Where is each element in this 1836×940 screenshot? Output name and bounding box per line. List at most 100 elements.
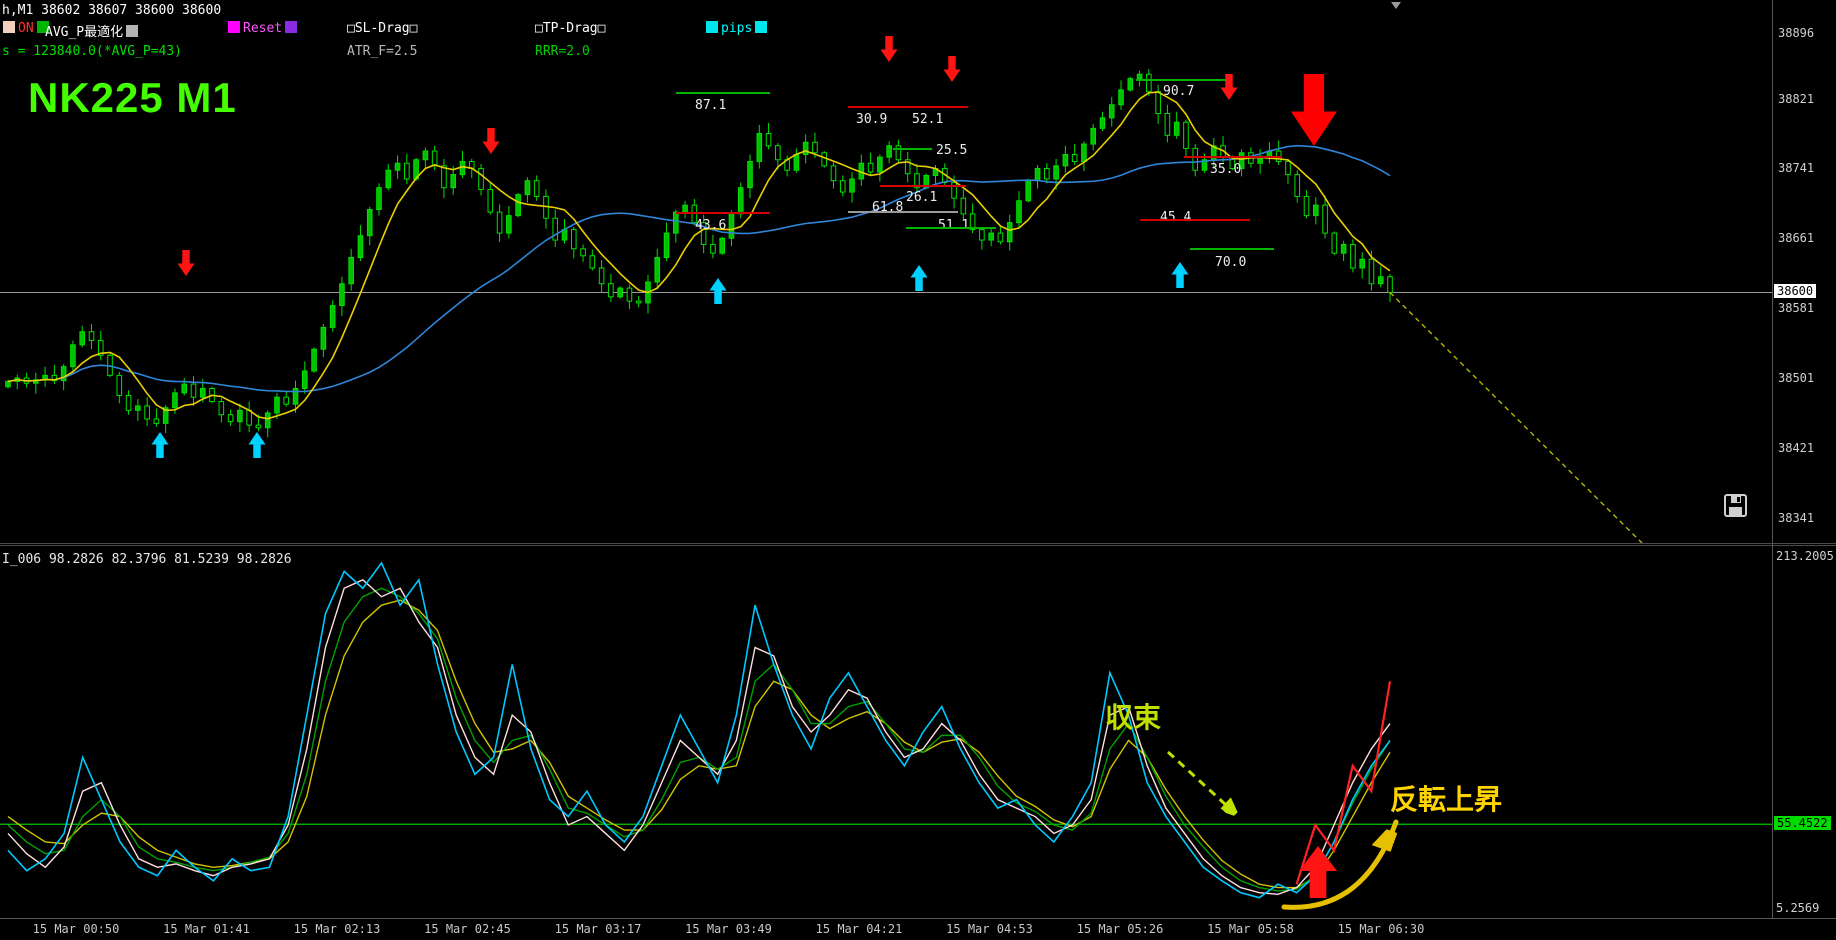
fib-label: 52.1 [912, 112, 943, 127]
price-axis-label: 38581 [1778, 301, 1814, 315]
toolbar-item-label: □SL-Drag□ [347, 21, 417, 36]
fib-level-line [1136, 79, 1226, 81]
osc-red-line [1297, 681, 1390, 884]
toolbar-item-label: ON [18, 21, 34, 36]
sell-signal-arrow [1221, 74, 1238, 100]
time-axis-label: 15 Mar 04:21 [816, 922, 903, 936]
panel-divider[interactable] [0, 543, 1836, 546]
buy-signal-arrow [152, 432, 169, 458]
time-axis-label: 15 Mar 03:49 [685, 922, 772, 936]
rrr-readout: RRR=2.0 [535, 44, 590, 59]
trading-terminal: h,M1 38602 38607 38600 38600 s = 123840.… [0, 0, 1836, 940]
toolbar-item-pips[interactable]: pips [703, 21, 770, 36]
fib-level-line [848, 106, 968, 108]
pips-readout: s = 123840.0(*AVG_P=43) [2, 44, 182, 59]
time-axis-label: 15 Mar 05:58 [1207, 922, 1294, 936]
toolbar-swatch [285, 21, 297, 33]
projection-line [1390, 292, 1642, 543]
time-marker-triangle [1391, 2, 1401, 9]
toolbar-swatch [126, 25, 138, 37]
candlestick-series [6, 69, 1393, 437]
convergence-annotation: 収束 [1105, 696, 1161, 736]
atr-readout: ATR_F=2.5 [347, 44, 417, 59]
sell-signal-arrow [483, 128, 500, 154]
fib-label: 30.9 [856, 112, 887, 127]
indicator-readout: I_006 98.2826 82.3796 81.5239 98.2826 [2, 552, 292, 567]
toolbar-item-avg-p-optimize[interactable]: AVG_P最適化 [45, 21, 141, 40]
sell-signal-arrow [944, 56, 961, 82]
price-axis-separator [1772, 0, 1773, 918]
price-axis-label: 38501 [1778, 371, 1814, 385]
fib-level-line [906, 227, 996, 229]
osc-white-line [8, 580, 1390, 895]
fib-level-line [676, 212, 770, 214]
toolbar-item-label: Reset [243, 21, 282, 36]
indicator-level-tag: 55.4522 [1774, 816, 1831, 830]
symbol-title: NK225 M1 [28, 74, 237, 122]
toolbar-item-label: pips [721, 21, 752, 36]
toolbar-item-reset[interactable]: Reset [225, 21, 300, 36]
fib-label: 51.1 [938, 218, 969, 233]
toolbar-item-label: AVG_P最適化 [45, 25, 123, 40]
fib-label: 90.7 [1163, 84, 1194, 99]
reversal-annotation: 反転上昇 [1390, 778, 1502, 818]
fast-ma-line [8, 92, 1390, 419]
indicator-axis-top: 213.2005 [1776, 549, 1834, 563]
indicator-axis-bottom: 5.2569 [1776, 901, 1819, 915]
indicator-chart-canvas[interactable] [0, 546, 1836, 918]
time-axis-label: 15 Mar 03:17 [555, 922, 642, 936]
price-axis-label: 38821 [1778, 92, 1814, 106]
fib-label: 35.0 [1210, 162, 1241, 177]
quote-line: h,M1 38602 38607 38600 38600 [2, 3, 221, 18]
fib-label: 26.1 [906, 190, 937, 205]
save-icon[interactable] [1724, 494, 1748, 522]
fib-label: 25.5 [936, 143, 967, 158]
price-axis-label: 38741 [1778, 161, 1814, 175]
fib-label: 45.4 [1160, 210, 1191, 225]
price-axis-label: 38421 [1778, 441, 1814, 455]
osc-green-line [8, 588, 1390, 891]
toolbar-swatch [3, 21, 15, 33]
price-axis-label: 38341 [1778, 511, 1814, 525]
time-axis-label: 15 Mar 02:45 [424, 922, 511, 936]
big-sell-arrow [1291, 74, 1337, 146]
floppy-disk-icon [1724, 494, 1748, 518]
convergence-arrow [1168, 752, 1238, 816]
buy-signal-arrow [710, 278, 727, 304]
time-axis-label: 15 Mar 05:26 [1077, 922, 1164, 936]
time-axis-separator [0, 918, 1836, 919]
time-axis-label: 15 Mar 00:50 [33, 922, 120, 936]
fib-label: 70.0 [1215, 255, 1246, 270]
toolbar-item-tp-drag[interactable]: □TP-Drag□ [535, 21, 605, 36]
fib-level-line [1184, 156, 1282, 158]
current-price-tag: 38600 [1774, 284, 1816, 298]
sell-signal-arrow [881, 36, 898, 62]
fib-level-line [1190, 248, 1274, 250]
fib-level-line [676, 92, 770, 94]
osc-cyan-line [8, 563, 1390, 898]
fib-label: 87.1 [695, 98, 726, 113]
toolbar-item-on[interactable]: ON [0, 21, 52, 36]
fib-level-line [880, 185, 966, 187]
toolbar-swatch [706, 21, 718, 33]
osc-yellow-line [8, 600, 1390, 887]
sell-signal-arrow [178, 250, 195, 276]
time-axis-label: 15 Mar 02:13 [294, 922, 381, 936]
toolbar-item-label: □TP-Drag□ [535, 21, 605, 36]
price-axis-label: 38896 [1778, 26, 1814, 40]
buy-signal-arrow [911, 265, 928, 291]
price-axis-label: 38661 [1778, 231, 1814, 245]
price-chart-canvas[interactable] [0, 0, 1836, 543]
time-axis-label: 15 Mar 06:30 [1338, 922, 1425, 936]
toolbar-item-sl-drag[interactable]: □SL-Drag□ [347, 21, 417, 36]
buy-signal-arrow [1172, 262, 1189, 288]
time-axis-label: 15 Mar 04:53 [946, 922, 1033, 936]
fib-label: 43.6 [695, 218, 726, 233]
fib-level-line [893, 148, 932, 150]
fib-level-line [1140, 219, 1250, 221]
reversal-arrow [1284, 822, 1396, 907]
buy-signal-arrow [249, 432, 266, 458]
toolbar-swatch [755, 21, 767, 33]
toolbar-swatch [228, 21, 240, 33]
fib-level-line [848, 211, 958, 213]
